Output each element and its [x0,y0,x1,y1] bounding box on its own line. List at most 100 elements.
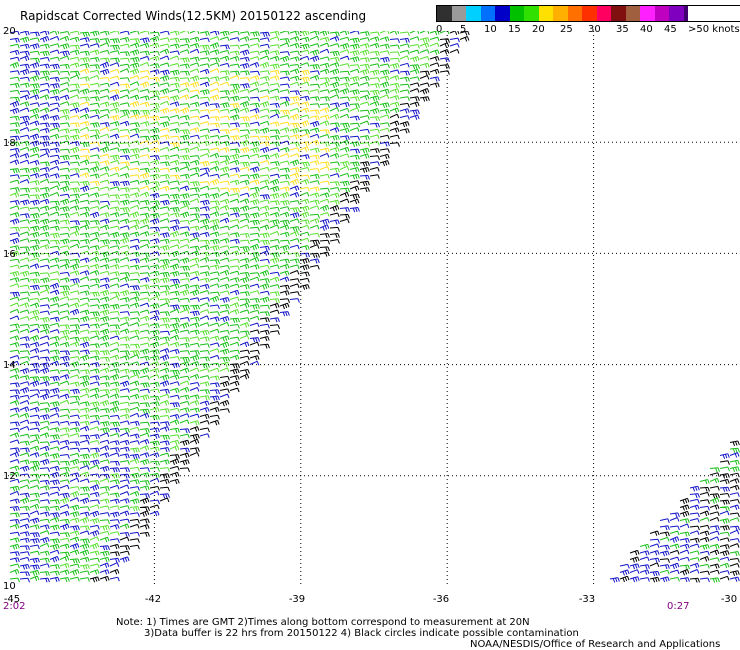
wind-barb [29,225,40,232]
wind-barb [309,252,320,258]
wind-barb [139,212,150,219]
wind-barb [359,43,370,49]
wind-barb [179,231,190,237]
wind-barb [119,328,130,334]
wind-barb [269,153,280,159]
wind-barb [279,311,290,317]
wind-barb [389,63,400,69]
wind-barb [109,250,120,256]
wind-barb [299,133,310,139]
wind-barb [59,427,70,433]
wind-barb [679,497,690,505]
wind-barb [219,134,230,140]
wind-barb [139,480,150,486]
wind-barb [139,432,150,438]
wind-barb [709,530,720,536]
wind-barb [69,549,80,555]
wind-barb [249,304,260,310]
wind-barb [689,525,700,531]
wind-barb [239,218,250,224]
wind-barb [19,115,30,122]
wind-barb [39,63,50,69]
wind-barb [249,329,260,335]
wind-barb [189,187,200,193]
wind-barb [679,537,690,544]
wind-barb [699,486,710,492]
wind-barb [289,200,300,205]
wind-barb [129,447,140,453]
wind-barb [289,56,300,62]
wind-barb [149,401,160,407]
wind-barb [289,192,300,198]
wind-barb [129,322,140,327]
wind-barb [109,75,120,81]
wind-barb [29,564,40,570]
wind-barb [379,63,390,69]
wind-barb [169,263,180,270]
wind-barb [109,531,120,536]
wind-barb [249,360,260,366]
wind-barb [159,185,170,192]
wind-barb [159,82,170,87]
wind-barb [339,161,350,167]
wind-barb [209,277,220,283]
wind-barb [149,433,160,439]
wind-barb [179,238,190,244]
wind-barb [49,341,60,348]
wind-barb [139,31,150,35]
legend-swatch [625,6,640,21]
wind-barb [289,207,300,213]
wind-barb [169,69,180,76]
wind-barb [359,142,370,147]
wind-barb [649,530,660,536]
wind-barb [29,499,40,504]
wind-barb [239,77,250,82]
wind-barb [109,388,120,394]
wind-barb [269,44,280,49]
wind-barb [239,335,250,340]
wind-barb [19,356,30,361]
wind-barb [349,96,360,102]
wind-barb [79,387,90,394]
wind-barb [199,375,210,380]
wind-barb [39,122,50,128]
wind-barb [9,96,20,102]
wind-barb [169,341,180,348]
wind-barb [9,355,20,360]
wind-barb [139,277,150,283]
wind-barb [159,400,170,406]
wind-barb [179,200,190,206]
wind-barb [109,166,120,172]
wind-barb [19,50,30,56]
wind-barb [19,506,30,511]
wind-barb [329,36,340,42]
wind-barb [129,479,140,485]
wind-barb [9,100,20,108]
wind-barb [139,224,150,230]
wind-barb [639,550,650,556]
wind-barb [299,271,310,277]
wind-barb [69,83,80,89]
wind-barb [119,505,130,510]
wind-barb [709,472,720,477]
wind-barb [209,116,220,122]
wind-barb [29,62,40,69]
wind-barb [219,217,230,224]
wind-barb [39,178,50,184]
wind-barb [409,88,420,93]
wind-barb [689,485,700,492]
wind-barb [79,159,90,166]
wind-barb [339,187,350,193]
wind-barb [319,239,330,245]
wind-barb [199,315,210,320]
wind-barb [29,376,40,382]
wind-barb [49,538,60,544]
wind-barb [99,179,110,185]
wind-barb [69,220,80,226]
wind-barb [119,155,130,161]
wind-barb [309,199,320,205]
wind-barb [119,491,130,496]
wind-barb [189,193,200,199]
wind-barb [219,335,230,342]
wind-barb [679,577,690,583]
